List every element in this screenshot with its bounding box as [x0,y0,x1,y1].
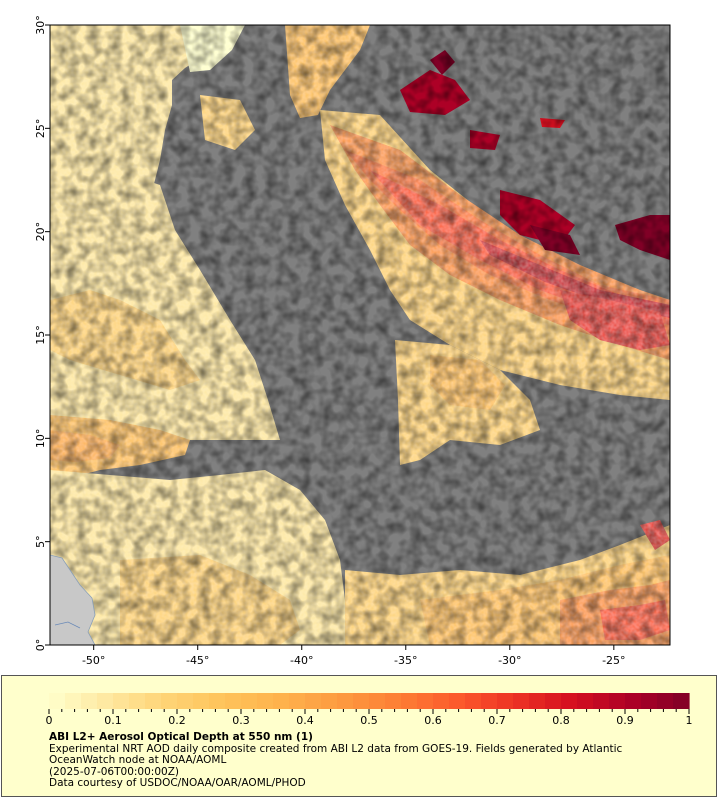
colorbar-swatch [385,693,402,709]
colorbar-swatch [433,693,450,709]
longitude-axis: -50° -45° -40° -35° -30° -25° [82,645,626,665]
colorbar-swatch [401,693,418,709]
colorbar-swatch [577,693,594,709]
colorbar-swatch [417,693,434,709]
colorbar-swatch [609,693,626,709]
colorbar-swatch [81,693,98,709]
colorbar-swatch [449,693,466,709]
colorbar-swatch [113,693,130,709]
colorbar-tick-label: 0.1 [104,714,122,727]
colorbar-swatch [369,693,386,709]
colorbar-tick-label: 1 [686,714,693,727]
colorbar-swatch [161,693,178,709]
map-area: -50° -45° -40° -35° -30° -25° 0° 5° 10° 15° 20° 25… [34,15,671,665]
colorbar-swatch [241,693,258,709]
aod-map: -50° -45° -40° -35° -30° -25° 0° 5° 10° 15° 20° 25… [34,15,671,665]
legend-panel: 0 0.1 0.2 0.3 0.4 0.5 0.6 0.7 0.8 0.9 1 ABI L2+ Ae… [1,675,717,797]
colorbar-swatch [545,693,562,709]
colorbar-swatch [625,693,642,709]
lat-tick-label: 25° [34,119,47,139]
lon-tick-label: -25° [602,654,625,665]
legend-description: Experimental NRT AOD daily composite cre… [49,742,623,766]
colorbar-swatch [561,693,578,709]
colorbar-swatch [305,693,322,709]
colorbar-swatch [657,693,674,709]
colorbar-swatch [65,693,82,709]
lat-tick-label: 5° [34,535,47,548]
colorbar-tick-label: 0.9 [616,714,634,727]
colorbar-swatch [97,693,114,709]
colorbar-swatch [673,693,690,709]
colorbar-swatch [529,693,546,709]
colorbar-ticks: 0 0.1 0.2 0.3 0.4 0.5 0.6 0.7 0.8 0.9 1 [46,709,693,727]
colorbar: 0 0.1 0.2 0.3 0.4 0.5 0.6 0.7 0.8 0.9 1 [46,693,693,727]
colorbar-swatch [593,693,610,709]
colorbar-swatch [481,693,498,709]
lat-tick-label: 20° [34,222,47,242]
lon-tick-label: -35° [394,654,417,665]
colorbar-tick-label: 0.2 [168,714,186,727]
colorbar-swatch [353,693,370,709]
colorbar-swatch [257,693,274,709]
legend-title: ABI L2+ Aerosol Optical Depth at 550 nm … [49,731,313,743]
lat-tick-label: 10° [34,429,47,449]
lon-tick-label: -45° [186,654,209,665]
cloud-gaps [50,25,670,645]
land-south-america [50,554,96,645]
lat-tick-label: 0° [34,639,47,652]
colorbar-swatch [321,693,338,709]
lon-tick-label: -40° [290,654,313,665]
colorbar-swatch [641,693,658,709]
colorbar-swatch [129,693,146,709]
lon-tick-label: -30° [498,654,521,665]
legend-date: (2025-07-06T00:00:00Z) [49,765,179,778]
colorbar-swatch [225,693,242,709]
latitude-axis: 0° 5° 10° 15° 20° 25° 30° [34,15,50,651]
colorbar-tick-label: 0.5 [360,714,378,727]
colorbar-swatch [209,693,226,709]
colorbar-swatch [497,693,514,709]
colorbar-swatch [145,693,162,709]
colorbar-swatch [465,693,482,709]
colorbar-swatch [513,693,530,709]
colorbar-tick-label: 0.6 [424,714,442,727]
colorbar-swatch [337,693,354,709]
colorbar-swatch [289,693,306,709]
legend-credits: Data courtesy of USDOC/NOAA/OAR/AOML/PHO… [49,777,306,789]
colorbar-swatch [49,693,66,709]
colorbar-swatch [177,693,194,709]
colorbar-tick-label: 0 [46,714,53,727]
colorbar-tick-label: 0.8 [552,714,570,727]
lat-tick-label: 30° [34,15,47,35]
lat-tick-label: 15° [34,325,47,345]
colorbar-swatch [273,693,290,709]
colorbar-tick-label: 0.4 [296,714,314,727]
colorbar-tick-label: 0.7 [488,714,506,727]
lon-tick-label: -50° [82,654,105,665]
colorbar-tick-label: 0.3 [232,714,250,727]
legend-text: ABI L2+ Aerosol Optical Depth at 550 nm … [49,731,689,790]
colorbar-swatch [193,693,210,709]
colorbar-swatches [49,693,690,709]
